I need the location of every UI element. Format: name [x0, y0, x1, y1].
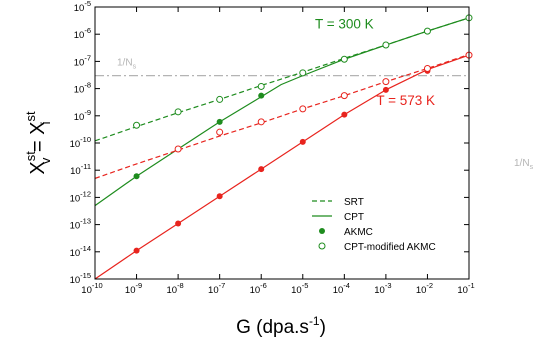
x-tick-label-9: 10-1	[457, 281, 474, 296]
y-tick-label-7: 10-8	[74, 81, 91, 96]
point-cptmod300-7	[423, 27, 431, 35]
point-akmc300-0	[133, 173, 140, 180]
point-akmc300-1	[216, 118, 223, 125]
legend-label-2: AKMC	[344, 227, 373, 238]
point-akmc573-2	[216, 193, 223, 200]
x-tick-label-8: 10-2	[416, 281, 433, 296]
y-tick-label-5: 10-10	[70, 135, 91, 150]
x-tick-label-0: 10-10	[81, 281, 102, 296]
y-tick-label-3: 10-12	[70, 189, 91, 204]
text-layer: G (dpa.s-1) Xstv = Xsti 1/Ns 1/Ns T = 300 K T…	[23, 17, 534, 338]
legend-swatch-2	[319, 228, 325, 234]
point-cptmod300-4	[299, 69, 307, 77]
x-tick-label-4: 10-6	[250, 281, 267, 296]
point-cptmod573-2	[257, 118, 265, 126]
point-akmc300-2	[258, 92, 265, 99]
series-line-cpt300	[95, 17, 469, 207]
axis-layer: 10-10 10-9 10-8 10-7 10-6 10-5 10-4 10-3 10-2 10-…	[70, 0, 475, 296]
x-tick-label-3: 10-7	[208, 281, 225, 296]
series-layer	[95, 17, 469, 279]
point-cptmod300-2	[216, 95, 224, 103]
y-tick-label-2: 10-13	[70, 217, 91, 232]
point-akmc573-3	[258, 166, 265, 173]
legend-label-0: SRT	[344, 197, 364, 208]
annotation-0: T = 300 K	[315, 17, 374, 32]
series-line-srt573	[95, 53, 469, 179]
point-cptmod300-5	[340, 55, 348, 63]
point-cptmod573-4	[340, 92, 348, 100]
point-cptmod300-6	[382, 41, 390, 49]
y-tick-label-9: 10-6	[74, 26, 91, 41]
point-akmc573-1	[175, 220, 182, 227]
y-tick-label-0: 10-15	[70, 271, 91, 286]
point-akmc573-4	[299, 138, 306, 145]
point-cptmod300-1	[174, 108, 182, 116]
annotation-1: T = 573 K	[376, 93, 435, 108]
x-tick-label-1: 10-9	[125, 281, 142, 296]
point-cptmod573-3	[299, 105, 307, 113]
point-cptmod300-0	[133, 121, 141, 129]
legend: SRT CPT AKMC CPT-modified AKMC	[312, 197, 436, 253]
x-tick-label-6: 10-4	[333, 281, 350, 296]
x-axis-label: G (dpa.s-1)	[236, 314, 326, 338]
legend-label-3: CPT-modified AKMC	[344, 242, 436, 253]
x-tick-label-7: 10-3	[374, 281, 391, 296]
legend-swatch-3	[318, 242, 326, 250]
y-axis-label: Xstv = Xsti	[23, 111, 53, 175]
y-tick-label-6: 10-9	[74, 108, 91, 123]
point-cptmod573-0	[174, 145, 182, 153]
point-akmc573-6	[382, 86, 389, 93]
point-cptmod300-3	[257, 82, 265, 90]
outer-1-ns-label: 1/Ns	[514, 158, 534, 171]
y-tick-label-4: 10-11	[70, 162, 91, 177]
point-cptmod573-6	[423, 64, 431, 72]
legend-label-1: CPT	[344, 212, 364, 223]
point-akmc573-5	[341, 111, 348, 118]
y-tick-label-1: 10-14	[70, 244, 91, 259]
point-akmc573-0	[133, 247, 140, 254]
x-tick-label-5: 10-5	[291, 281, 308, 296]
reference-line-label: 1/Ns	[117, 58, 137, 71]
point-cptmod573-5	[382, 78, 390, 86]
series-line-cpt573	[95, 54, 469, 279]
y-tick-label-8: 10-7	[74, 53, 91, 68]
point-cptmod573-1	[216, 128, 224, 136]
x-tick-label-2: 10-8	[166, 281, 183, 296]
y-tick-label-10: 10-5	[74, 0, 91, 14]
